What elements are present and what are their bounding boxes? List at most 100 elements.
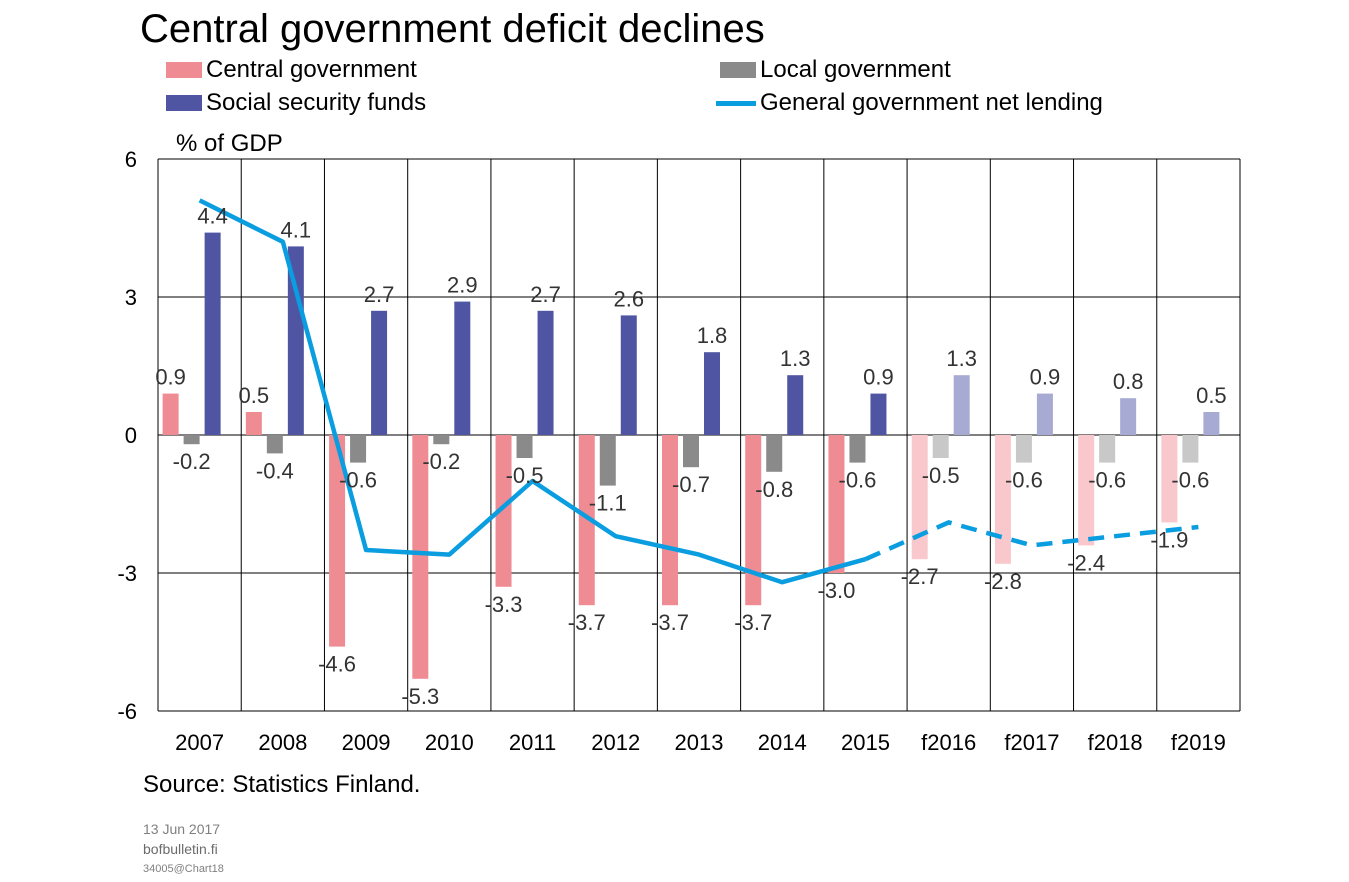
legend-item-local-government: Local government (720, 56, 951, 84)
bar-0 (1078, 435, 1095, 546)
legend-item-social-security-funds: Social security funds (166, 89, 426, 117)
legend-label-social-security-funds: Social security funds (206, 89, 427, 116)
data-label-2: 4.4 (197, 204, 228, 229)
data-label-1: -0.6 (1171, 468, 1209, 493)
x-tick-label: 2011 (509, 730, 556, 755)
bar-0 (162, 393, 179, 435)
bar-1 (516, 435, 533, 458)
x-tick-label: f2016 (921, 730, 976, 755)
data-label-2: 1.3 (946, 346, 977, 371)
data-label-1: -0.2 (422, 449, 460, 474)
bar-1 (849, 435, 866, 463)
bar-2 (204, 232, 221, 435)
data-label-0: -2.8 (984, 569, 1022, 594)
data-label-0: -3.7 (734, 610, 772, 635)
footer-date: 13 Jun 2017 (143, 821, 221, 837)
data-label-0: -3.3 (485, 592, 523, 617)
bar-1 (350, 435, 367, 463)
data-label-0: -3.7 (651, 610, 689, 635)
data-label-1: -0.6 (1005, 468, 1043, 493)
bar-0 (1161, 435, 1178, 523)
legend-label-net-lending: General government net lending (760, 89, 1103, 116)
legend-swatch-local-government (720, 62, 756, 78)
data-label-2: 1.8 (697, 323, 728, 348)
bar-1 (183, 435, 200, 445)
data-label-1: -1.1 (589, 491, 627, 516)
source-note: Source: Statistics Finland. (143, 771, 421, 798)
data-label-2: 0.8 (1113, 369, 1144, 394)
data-label-1: -0.2 (173, 449, 211, 474)
data-label-2: 0.9 (863, 365, 894, 390)
data-label-0: 0.9 (155, 365, 186, 390)
legend-line-net-lending (716, 100, 756, 106)
bar-0 (245, 412, 262, 435)
data-label-0: -2.7 (901, 564, 939, 589)
data-label-0: -4.6 (318, 652, 356, 677)
data-label-1: -0.4 (256, 458, 294, 483)
legend-item-central-government: Central government (166, 56, 417, 84)
bar-1 (433, 435, 450, 445)
footer-chart-id: 34005@Chart18 (143, 863, 224, 875)
y-axis-label: % of GDP (176, 130, 283, 157)
legend-swatch-central-government (166, 62, 202, 78)
data-label-0: -2.4 (1067, 550, 1105, 575)
bar-1 (683, 435, 699, 468)
bar-1 (1015, 435, 1032, 463)
x-tick-label: 2013 (675, 730, 724, 755)
data-label-0: -3.7 (568, 610, 606, 635)
x-tick-label: f2017 (1004, 730, 1059, 755)
bar-0 (828, 435, 845, 573)
data-label-2: 4.1 (281, 217, 312, 242)
data-label-2: 1.3 (780, 346, 811, 371)
x-tick-label: 2008 (258, 730, 307, 755)
data-label-1: -0.7 (672, 472, 710, 497)
net-lending-line-actual (198, 198, 867, 585)
data-label-2: 0.9 (1030, 365, 1061, 390)
y-tick-label: 3 (125, 285, 137, 310)
bar-1 (932, 435, 949, 458)
data-label-1: -0.6 (339, 468, 377, 493)
bar-2 (1120, 398, 1137, 435)
bar-2 (537, 310, 554, 435)
bar-0 (911, 435, 928, 560)
bar-1 (599, 435, 616, 486)
data-label-2: 0.5 (1196, 383, 1227, 408)
chart-title: Central government deficit declines (140, 7, 765, 51)
bar-2 (953, 375, 970, 435)
bar-0 (994, 435, 1011, 564)
x-tick-label: 2012 (591, 730, 640, 755)
data-label-2: 2.6 (613, 286, 644, 311)
net-lending-line-forecast (864, 520, 1199, 562)
bar-2 (371, 310, 388, 435)
bar-2 (454, 301, 471, 435)
data-label-0: -3.0 (818, 578, 856, 603)
y-tick-label: 6 (125, 147, 137, 172)
data-label-2: 2.7 (364, 282, 395, 307)
bar-0 (578, 435, 595, 606)
bar-2 (704, 352, 720, 435)
legend-item-net-lending: General government net lending (716, 89, 1103, 117)
x-tick-label: 2007 (175, 730, 224, 755)
bar-0 (329, 435, 346, 647)
data-label-2: 2.9 (447, 273, 478, 298)
bar-1 (266, 435, 283, 454)
bar-2 (787, 375, 804, 435)
bar-0 (662, 435, 678, 606)
data-label-0: -5.3 (401, 684, 439, 709)
legend-swatch-social-security-funds (166, 95, 202, 111)
bar-2 (1036, 393, 1053, 435)
bar-0 (412, 435, 429, 679)
bar-2 (287, 246, 304, 435)
x-tick-label: 2010 (425, 730, 474, 755)
bar-2 (620, 315, 637, 435)
bar-1 (1099, 435, 1116, 463)
data-label-0: 0.5 (239, 383, 270, 408)
legend-label-local-government: Local government (760, 56, 951, 83)
data-label-1: -0.5 (506, 463, 544, 488)
x-tick-label: 2015 (841, 730, 890, 755)
bar-2 (870, 393, 887, 435)
footer-site: bofbulletin.fi (143, 841, 218, 857)
bar-0 (745, 435, 762, 606)
data-label-1: -0.6 (839, 468, 877, 493)
